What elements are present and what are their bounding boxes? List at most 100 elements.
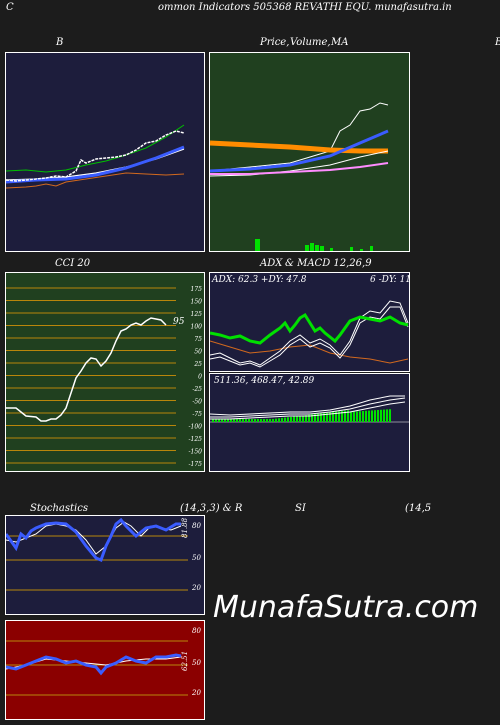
adx-white-line-1 xyxy=(210,300,409,366)
adx-panel: ADX: 62.3 +DY: 47.8 6 -DY: 11.12 xyxy=(209,272,410,372)
macd-histogram-bar xyxy=(299,415,301,422)
cci-panel: 175 150 125 100 75 50 25 0 -25 -50 -75 -100 -125 -150… xyxy=(5,272,205,472)
macd-histogram-bar xyxy=(380,409,382,422)
stochastics-chart xyxy=(6,517,188,591)
macd-histogram-bar xyxy=(368,410,370,422)
cci-tick-label: 150 xyxy=(191,299,203,306)
macd-histogram-bar xyxy=(218,419,220,422)
macd-histogram-bar xyxy=(245,419,247,422)
macd-histogram-bar xyxy=(377,410,379,422)
macd-signal-line xyxy=(210,397,406,418)
cci-tick-label: 125 xyxy=(191,311,203,318)
macd-line xyxy=(210,395,405,416)
macd-histogram-bar xyxy=(326,412,328,422)
stochastics-panel: 81.88 80 50 20 xyxy=(5,515,205,615)
bollinger-ma-line xyxy=(6,145,185,184)
rsi-params: (14,5 xyxy=(405,503,432,514)
cci-tick-label: 175 xyxy=(191,286,203,293)
macd-histogram-bar xyxy=(374,410,376,422)
cci-chart: 175 150 125 100 75 50 25 0 -25 -50 -75 -100 -125 -150… xyxy=(6,286,202,468)
cci-tick-label: -175 xyxy=(189,461,203,468)
bollinger-label: B xyxy=(56,37,64,48)
cci-tick-label: 75 xyxy=(194,336,202,343)
stochastics-current: 81.88 xyxy=(181,517,189,538)
macd-histogram-bar xyxy=(281,417,283,422)
macd-histogram-bar xyxy=(389,409,391,422)
macd-histogram-bar xyxy=(227,419,229,422)
macd-label: & MACD 12,26,9 xyxy=(285,258,372,269)
price-ma-panel xyxy=(209,52,410,252)
macd-histogram-bar xyxy=(350,411,352,422)
bollinger-chart xyxy=(6,124,185,189)
macd-histogram-bar xyxy=(353,411,355,422)
macd-histogram-bar xyxy=(230,419,232,422)
adx-plus-dy-line xyxy=(210,312,409,345)
macd-histogram-bar xyxy=(308,414,310,422)
macd-histogram-bar xyxy=(275,418,277,422)
macd-histogram-bar xyxy=(302,415,304,422)
cci-line xyxy=(6,317,167,422)
cci-tick-label: 100 xyxy=(191,324,203,331)
macd-histogram-bar xyxy=(296,416,298,422)
macd-histogram-bar xyxy=(356,411,358,422)
macd-histogram-bar xyxy=(242,419,244,422)
macd-histogram-bar xyxy=(224,419,226,422)
macd-histogram-bar xyxy=(272,419,274,422)
stochastics-label: Stochastics xyxy=(30,503,88,514)
macd-histogram-bar xyxy=(221,419,223,422)
volume-label: Volume, xyxy=(290,37,331,48)
rsi-blue-line xyxy=(6,653,182,676)
macd-histogram-bar xyxy=(320,413,322,422)
macd-histogram-bar xyxy=(293,416,295,422)
rsi-label: SI xyxy=(295,503,306,514)
adx-values-right: 6 -DY: 11.12 xyxy=(370,275,410,285)
macd-values: 511.36, 468.47, 42.89 xyxy=(214,376,315,386)
adx-label: ADX xyxy=(260,258,283,269)
macd-histogram-bar xyxy=(335,411,337,422)
macd-histogram-bar xyxy=(257,419,259,422)
ma-blue-line xyxy=(210,129,389,173)
volume-bars xyxy=(255,239,373,251)
cci-tick-label: -25 xyxy=(192,386,202,393)
macd-histogram-bar xyxy=(317,413,319,422)
cci-grid: 175 150 125 100 75 50 25 0 -25 -50 -75 -100 -125 -150… xyxy=(6,286,202,468)
cci-label: CCI 20 xyxy=(55,258,91,269)
macd-histogram-bar xyxy=(215,419,217,422)
stoch-k-line xyxy=(6,517,181,562)
price-label-right: B xyxy=(495,37,500,48)
macd-chart xyxy=(210,395,409,423)
macd-histogram-bar xyxy=(266,419,268,422)
cci-tick-label: -50 xyxy=(192,399,202,406)
rsi-level-80: 80 xyxy=(192,627,201,635)
price-line xyxy=(210,102,389,172)
macd-histogram-bar xyxy=(365,410,367,422)
cci-current-value: 95 xyxy=(173,317,185,327)
macd-histogram-bar xyxy=(251,419,253,422)
macd-histogram-bar xyxy=(314,414,316,422)
page-title: ommon Indicators 505368 REVATHI EQU. mun… xyxy=(158,2,452,13)
macd-histogram-bar xyxy=(338,411,340,422)
header-left-letter: C xyxy=(6,2,14,13)
macd-histogram-bar xyxy=(239,419,241,422)
macd-histogram-bar xyxy=(233,419,235,422)
macd-histogram-bar xyxy=(341,410,343,422)
stoch-level-20: 20 xyxy=(192,584,201,592)
macd-histogram-bar xyxy=(287,417,289,422)
macd-histogram-bar xyxy=(236,419,238,422)
macd-histogram-bar xyxy=(311,414,313,422)
ma-orange-band xyxy=(210,140,388,154)
macd-line-3 xyxy=(210,401,406,420)
macd-histogram-bar xyxy=(323,413,325,422)
macd-histogram-bar xyxy=(332,412,334,422)
rsi-level-20: 20 xyxy=(192,689,201,697)
macd-histogram-bar xyxy=(347,410,349,422)
cci-tick-label: -125 xyxy=(189,436,203,443)
macd-histogram-bar xyxy=(260,419,262,422)
cci-tick-label: -150 xyxy=(189,449,203,456)
cci-tick-label: 0 xyxy=(198,374,202,381)
stoch-level-80: 80 xyxy=(192,522,201,530)
macd-histogram-bar xyxy=(305,415,307,422)
macd-histogram-bar xyxy=(329,412,331,422)
bollinger-price-line xyxy=(6,130,185,182)
macd-histogram-bar xyxy=(269,419,271,422)
